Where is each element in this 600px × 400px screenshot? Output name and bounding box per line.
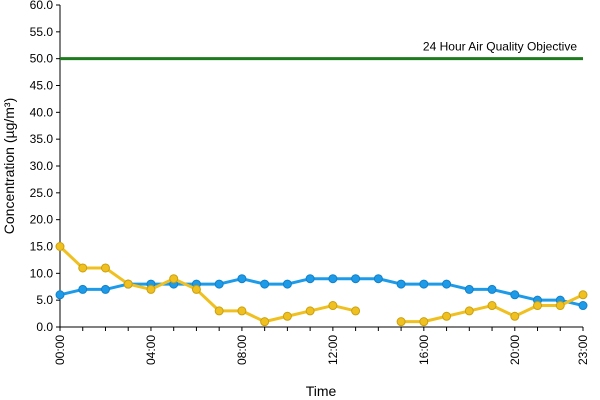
- data-point: [191, 284, 201, 294]
- series-0: [55, 274, 588, 311]
- y-tick-label: 40.0: [30, 105, 54, 119]
- y-tick-label: 25.0: [30, 186, 54, 200]
- data-point: [351, 306, 361, 316]
- y-tick-label: 10.0: [30, 266, 54, 280]
- y-tick-label: 15.0: [30, 240, 54, 254]
- reference-line-label: 24 Hour Air Quality Objective: [423, 40, 577, 54]
- y-tick-label: 5.0: [36, 293, 53, 307]
- series-line: [59, 277, 584, 307]
- y-tick-label: 60.0: [30, 0, 54, 12]
- y-axis-title: Concentration (µg/m³): [1, 98, 17, 234]
- data-point: [578, 290, 588, 300]
- x-ticks: 00:00 04:00 08:00 12:00 16:00 20:00 23:00: [53, 327, 590, 365]
- y-tick-label: 30.0: [30, 159, 54, 173]
- x-axis-title: Time: [306, 383, 337, 399]
- data-point: [578, 301, 588, 311]
- x-tick-label: 00:00: [53, 335, 67, 365]
- data-point: [260, 279, 270, 289]
- x-tick-label: 04:00: [144, 335, 158, 365]
- data-point: [305, 274, 315, 284]
- data-point: [419, 317, 429, 327]
- data-point: [237, 306, 247, 316]
- x-tick-label: 08:00: [235, 335, 249, 365]
- x-tick-label: 12:00: [326, 335, 340, 365]
- y-tick-label: 0.0: [36, 320, 53, 334]
- data-point: [351, 274, 361, 284]
- data-point: [214, 306, 224, 316]
- x-tick-label: 20:00: [508, 335, 522, 365]
- data-point: [100, 284, 110, 294]
- y-tick-label: 35.0: [30, 132, 54, 146]
- data-point: [282, 311, 292, 321]
- data-point: [510, 311, 520, 321]
- data-point: [510, 290, 520, 300]
- data-point: [169, 274, 179, 284]
- data-point: [123, 279, 133, 289]
- data-point: [237, 274, 247, 284]
- series-group: [55, 242, 588, 327]
- data-point: [533, 301, 543, 311]
- data-point: [260, 317, 270, 327]
- y-tick-label: 50.0: [30, 52, 54, 66]
- data-point: [282, 279, 292, 289]
- data-point: [100, 263, 110, 273]
- y-ticks: 0.0 5.0 10.0 15.0 20.0 25.0 30.0 35.0 40.0 45.0 50…: [30, 0, 60, 334]
- x-tick-label: 16:00: [417, 335, 431, 365]
- data-point: [464, 284, 474, 294]
- data-point: [78, 263, 88, 273]
- x-tick-label: 23:00: [576, 335, 590, 365]
- y-tick-label: 20.0: [30, 213, 54, 227]
- reference-line-group: 24 Hour Air Quality Objective: [60, 40, 583, 61]
- data-point: [419, 279, 429, 289]
- data-point: [555, 301, 565, 311]
- series-1: [55, 242, 588, 327]
- data-point: [328, 301, 338, 311]
- data-point: [396, 279, 406, 289]
- data-point: [55, 290, 65, 300]
- data-point: [373, 274, 383, 284]
- data-point: [328, 274, 338, 284]
- data-point: [305, 306, 315, 316]
- data-point: [396, 317, 406, 327]
- data-point: [442, 279, 452, 289]
- y-tick-label: 45.0: [30, 79, 54, 93]
- data-point: [464, 306, 474, 316]
- data-point: [55, 242, 65, 251]
- data-point: [487, 284, 497, 294]
- data-point: [146, 284, 156, 294]
- data-point: [78, 284, 88, 294]
- data-point: [442, 311, 452, 321]
- data-point: [487, 301, 497, 311]
- data-point: [214, 279, 224, 289]
- y-tick-label: 55.0: [30, 25, 54, 39]
